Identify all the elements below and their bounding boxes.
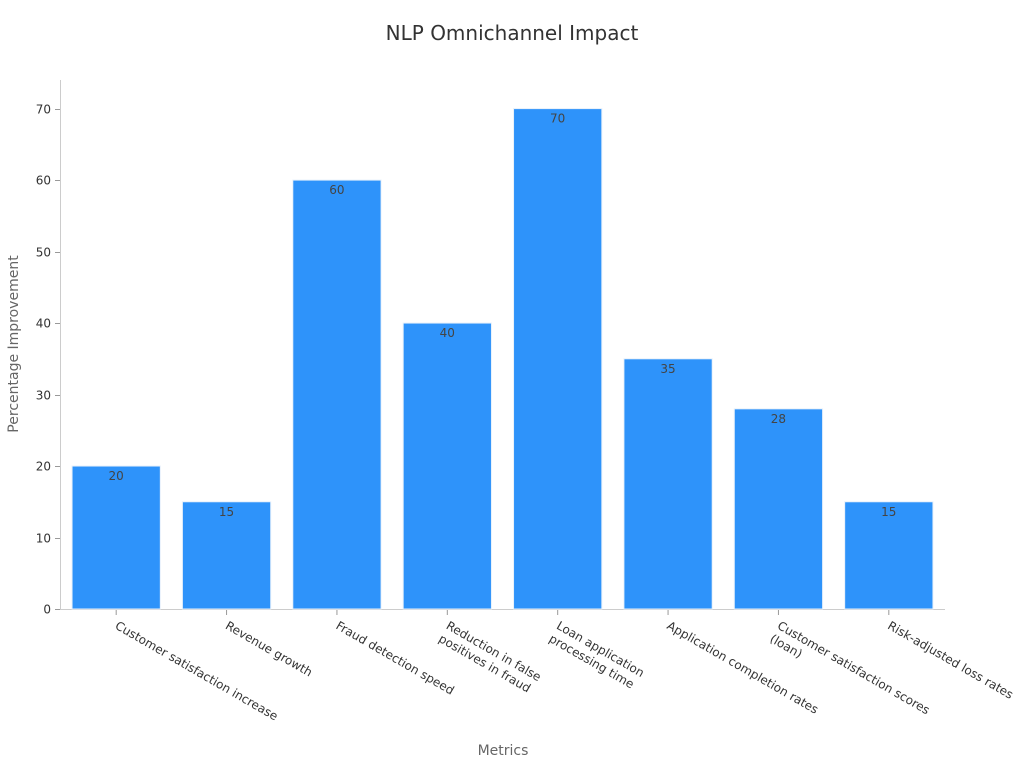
- data-label: 28: [771, 412, 786, 426]
- x-tick-label-line: Fraud detection speed: [333, 618, 456, 697]
- y-axis-ticks: 0 10 20 30 40 50 60 70: [36, 103, 60, 617]
- chart-title: NLP Omnichannel Impact: [386, 21, 639, 45]
- y-axis-title: Percentage Improvement: [6, 255, 22, 433]
- x-tick-label: Revenue growth: [223, 618, 315, 679]
- y-tick-label: 20: [36, 460, 51, 474]
- bar: [71, 465, 161, 610]
- y-tick-label: 10: [36, 532, 51, 546]
- y-tick-label: 60: [36, 174, 51, 188]
- data-label: 20: [109, 469, 124, 483]
- bars-group: 20 15 60 40 70 35 28 15: [71, 108, 934, 610]
- x-tick-label: Loan applicationprocessing time: [547, 618, 647, 693]
- data-label: 15: [881, 505, 896, 519]
- data-label: 40: [440, 326, 455, 340]
- y-tick-label: 40: [36, 317, 51, 331]
- y-tick-label: 30: [36, 389, 51, 403]
- x-tick-label-line: Revenue growth: [223, 618, 315, 679]
- data-label: 15: [219, 505, 234, 519]
- y-tick-label: 0: [43, 603, 51, 617]
- x-axis-title: Metrics: [478, 743, 529, 759]
- bar: [844, 501, 934, 610]
- y-tick-label: 70: [36, 103, 51, 117]
- bar: [181, 501, 272, 610]
- data-label: 60: [329, 183, 344, 197]
- bar: [513, 108, 603, 610]
- bar: [623, 358, 713, 610]
- x-tick-label: Fraud detection speed: [333, 618, 456, 697]
- data-label: 70: [550, 112, 565, 126]
- y-tick-label: 50: [36, 246, 51, 260]
- data-label: 35: [660, 362, 675, 376]
- bar: [402, 322, 492, 610]
- bar: [733, 408, 824, 610]
- bar: [292, 179, 382, 610]
